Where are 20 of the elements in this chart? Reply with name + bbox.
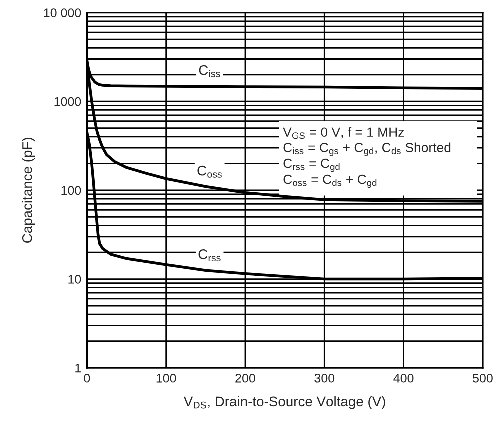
series-label: C$_{iss}$ [199,65,220,78]
x-tick-label: 0 [84,374,90,383]
y-tick-label: 10 000 [44,8,82,18]
y-axis-title: Capacitance (pF) [22,138,36,243]
x-tick-label: 100 [156,374,176,383]
y-tick-label: 1000 [54,97,82,106]
annotation: V$_{GS}$ = 0 V, f = 1 MHz [283,127,404,140]
annotation: C$_{rss}$ = C$_{gd}$ [284,158,340,172]
y-tick-label: 100 [62,186,82,196]
x-tick-label: 200 [236,374,256,383]
x-tick-label: 300 [314,374,335,383]
series-label: C$_{oss}$ [198,166,222,178]
x-tick-label: 500 [473,374,493,383]
x-axis-title: V$_{DS}$, Drain-to-Source Voltage (V) [184,396,386,410]
text: C$_{iss}$ = C$_{gs}$ + C$_{gd}$, C$_{ds}$ Shorted [284,142,451,156]
y-tick-label: 1 [76,364,82,373]
series-label: C$_{rss}$ [198,250,221,262]
x-tick-label: 400 [394,374,414,383]
y-tick-label: 10 [68,275,82,284]
annotation: C$_{oss}$ = C$_{ds}$ + C$_{gd}$ [284,174,377,188]
